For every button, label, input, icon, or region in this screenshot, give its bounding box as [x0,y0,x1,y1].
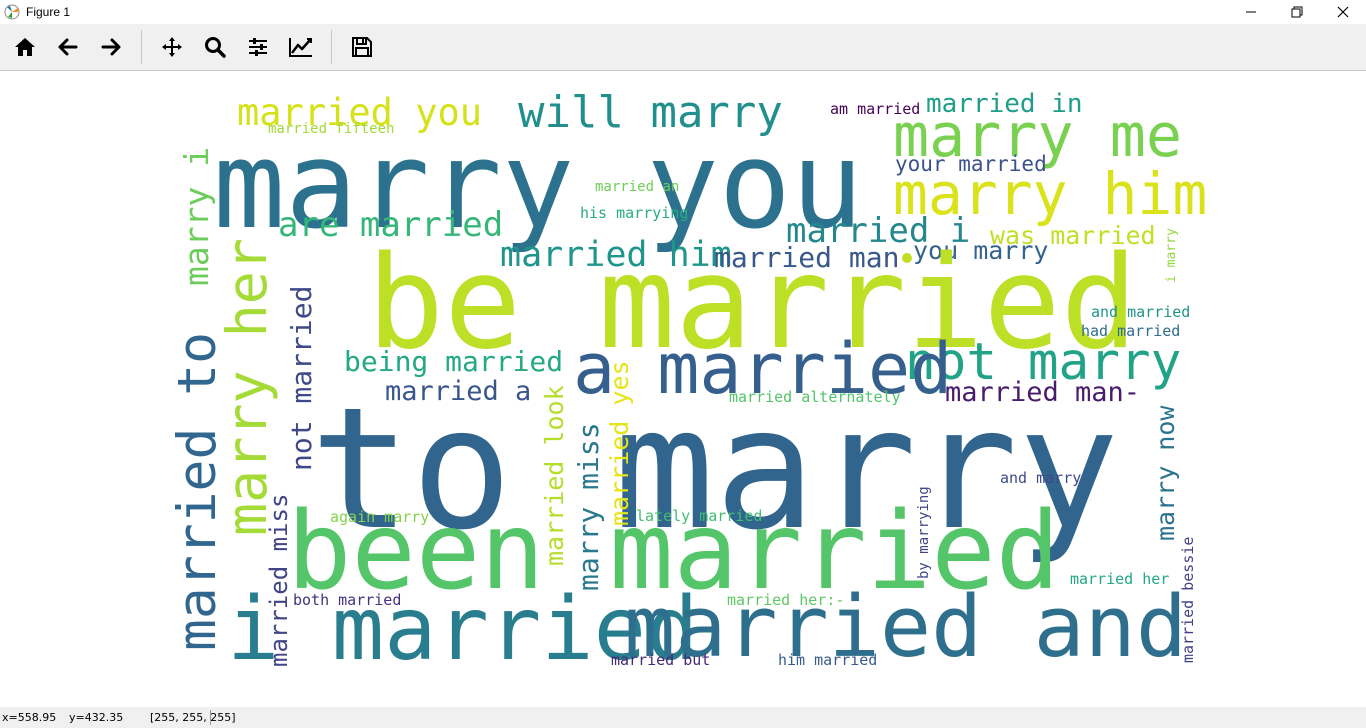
toolbar-separator [331,30,332,64]
back-button[interactable] [53,32,83,62]
forward-button[interactable] [96,32,126,62]
word-dot [902,253,912,263]
figure-canvas[interactable]: married you will marry am married married i… [0,71,1366,707]
navigation-toolbar [0,24,1366,71]
move-icon [162,37,182,57]
pan-button[interactable] [157,32,187,62]
sliders-icon [249,38,267,56]
word-your-married: your married [895,152,1047,176]
zoom-button[interactable] [200,32,230,62]
word-married-an: married an [595,179,679,195]
word-married-but: married but [611,651,710,669]
word-married-her: married her [1070,570,1169,588]
restore-button[interactable] [1274,0,1320,24]
minimize-icon [1246,11,1256,13]
subplots-button[interactable] [243,32,273,62]
word-marry-her: marry her [215,238,279,536]
magnifier-icon [205,37,226,58]
word-was-married: was married [990,221,1156,250]
word-both-married: both married [293,591,401,609]
toolbar-separator [141,30,142,64]
status-separator [210,710,211,725]
word-marry-him: marry him [893,160,1207,228]
word-marry-miss: marry miss [572,422,605,591]
matplotlib-icon [4,4,20,20]
word-not-married: not married [285,286,318,471]
word-marry-you: marry you [213,117,863,256]
word-been-married: been married [287,490,1060,614]
word-married-man: married man [714,241,899,274]
word-to-marry: to marry [310,371,1119,567]
home-button[interactable] [10,32,40,62]
word-am-married: am married [830,100,920,118]
word-married-bessie: married bessie [1179,537,1197,663]
word-married-him: married him [500,235,732,275]
word-married-in: married in [926,89,1083,119]
word-had-married: had married [1081,322,1180,340]
word-lately-married: lately married [636,507,762,525]
arrow-right-icon [101,38,121,56]
word-married-her: married her:- [727,591,844,609]
word-again-marry: again marry [330,508,429,526]
word-married-yes: married yes [605,360,634,526]
window-title: Figure 1 [26,5,71,19]
word-will-marry: will marry [518,87,783,138]
word-i-married: i married [227,578,698,680]
word-married-alternately: married alternately [729,388,901,406]
word-married-you: married you [237,91,482,134]
word-married-miss: married miss [265,494,293,667]
arrow-left-icon [58,38,78,56]
word-married-man: married man- [945,377,1140,408]
word-and-marry: and marry [1000,469,1081,487]
cursor-y-readout: y=432.35 [69,711,124,724]
restore-icon [1291,6,1303,18]
word-married-i: married i [786,211,970,251]
word-him-married: him married [778,651,877,669]
window-controls [1228,0,1366,24]
word-married-and: married and [624,578,1187,677]
word-i-marry: i marry [1164,228,1179,283]
save-button[interactable] [347,32,377,62]
word-and-married: and married [1091,303,1190,321]
word-not-marry: not marry [905,333,1181,392]
word-cloud: married you will marry am married married i… [167,87,1207,680]
word-marry-now: marry now [1151,405,1180,541]
close-icon [1337,6,1349,18]
status-bar: x=558.95 y=432.35 [255, 255, 255] [0,707,1366,728]
word-married-to: married to [167,332,228,651]
word-are-married: are married [278,205,503,245]
close-button[interactable] [1320,0,1366,24]
word-marry-i: marry i [177,147,216,286]
customize-button[interactable] [286,32,316,62]
word-marry-me: marry me [893,101,1182,171]
window-titlebar: Figure 1 [0,0,1366,24]
minimize-button[interactable] [1228,0,1274,24]
home-icon [15,38,35,56]
word-a-married: a married [573,328,952,410]
line-chart-icon [289,38,312,57]
word-married-a: married a [385,376,531,407]
word-his-marrying: his marrying [580,204,688,222]
word-married-fifteen: married fifteen [268,121,394,137]
word-being-married: being married [344,345,563,378]
word-by-marrying: by marrying [916,486,932,579]
word-married-look: married look [540,385,569,566]
pixel-rgb-readout: [255, 255, 255] [150,711,236,724]
word-you-marry: you marry [913,236,1048,265]
cursor-x-readout: x=558.95 [2,711,57,724]
word-be-married: be married [367,229,1138,378]
floppy-disk-icon [352,37,372,57]
